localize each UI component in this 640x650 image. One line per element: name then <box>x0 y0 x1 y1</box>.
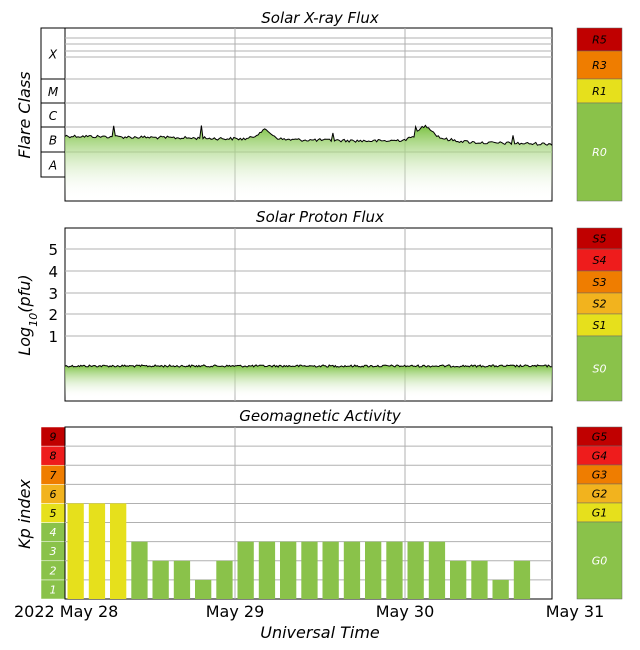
x-tick-label: 2022 May 28 <box>14 602 118 621</box>
kp-bar <box>471 560 488 599</box>
x-axis-ticks: 2022 May 28 May 29 May 30 May 31 <box>14 602 604 621</box>
scale-label-s0: S0 <box>593 363 607 376</box>
kp-bar <box>280 541 297 599</box>
kp-bar <box>195 579 212 599</box>
proton-flux-line <box>64 364 553 368</box>
scale-label-r5: R5 <box>592 34 607 47</box>
scale-label-g3: G3 <box>592 469 608 482</box>
kp-ylabel: Kp index <box>15 479 34 549</box>
proton-tick: 4 <box>48 263 58 281</box>
proton-grid <box>65 228 552 401</box>
kp-bar <box>131 541 148 599</box>
kp-bar <box>152 560 169 599</box>
kp-level-label-2: 2 <box>50 564 57 577</box>
proton-tick: 2 <box>48 306 58 324</box>
kp-level-label-5: 5 <box>50 507 57 520</box>
geomag-title: Geomagnetic Activity <box>239 407 402 425</box>
kp-bar <box>428 541 446 599</box>
kp-bar <box>216 560 233 599</box>
xray-flux-line <box>64 124 553 146</box>
kp-bar <box>258 541 276 599</box>
proton-title: Solar Proton Flux <box>256 208 384 226</box>
kp-level-label-6: 6 <box>50 488 57 501</box>
scale-label-g5: G5 <box>592 431 608 444</box>
proton-tick: 3 <box>48 285 58 303</box>
proton-tick: 1 <box>48 328 58 346</box>
scale-box-s0 <box>576 335 623 402</box>
kp-bar <box>67 503 84 599</box>
kp-y-ticks: 1 2 3 4 5 6 7 8 9 <box>40 426 66 600</box>
proton-tick: 5 <box>48 241 58 259</box>
scale-label-g2: G2 <box>592 488 608 501</box>
xray-flux-area <box>65 125 552 200</box>
g-scale: G5 G4 G3 G2 G1 G0 <box>576 426 623 600</box>
flare-label-m: M <box>48 85 59 99</box>
kp-bar <box>492 579 509 599</box>
kp-bar <box>450 560 467 599</box>
scale-label-g0: G0 <box>592 555 608 568</box>
flare-box-a <box>40 151 66 178</box>
r-scale: R5 R3 R1 R0 <box>576 27 623 202</box>
kp-bar <box>322 541 339 599</box>
kp-bar <box>237 541 254 599</box>
scale-box-g0 <box>576 521 623 600</box>
scale-label-s3: S3 <box>593 276 607 289</box>
kp-bar <box>88 503 106 599</box>
kp-bars <box>67 503 531 599</box>
proton-ylabel: Log10(pfu) <box>15 274 40 355</box>
scale-label-g4: G4 <box>592 450 608 463</box>
x-tick-label: May 29 <box>206 602 265 621</box>
scale-label-s5: S5 <box>593 233 607 246</box>
kp-level-label-9: 9 <box>50 431 57 444</box>
kp-level-label-3: 3 <box>50 545 57 558</box>
kp-bar <box>343 541 361 599</box>
xray-title: Solar X-ray Flux <box>261 9 379 27</box>
kp-level-label-7: 7 <box>50 469 57 482</box>
scale-box-r0 <box>576 102 623 202</box>
kp-bar <box>173 560 191 599</box>
scale-label-s4: S4 <box>593 254 607 267</box>
proton-flux-area <box>65 364 552 398</box>
scale-label-s2: S2 <box>593 298 607 311</box>
scale-label-g1: G1 <box>592 507 608 520</box>
kp-bar <box>513 560 531 599</box>
kp-bar <box>386 541 403 599</box>
scale-label-r3: R3 <box>592 59 607 72</box>
scale-box-r1 <box>576 78 623 104</box>
scale-label-s1: S1 <box>593 319 607 332</box>
kp-level-label-4: 4 <box>50 526 57 539</box>
flare-label-x: X <box>48 48 58 62</box>
kp-bar <box>407 541 424 599</box>
x-tick-label: May 30 <box>376 602 435 621</box>
flare-label-a: A <box>48 159 57 173</box>
scale-label-r1: R1 <box>592 85 607 98</box>
x-axis-title: Universal Time <box>260 623 380 642</box>
xray-ylabel: Flare Class <box>15 71 34 158</box>
x-tick-label: May 31 <box>546 602 605 621</box>
flare-box-x <box>40 27 66 80</box>
flare-label-b: B <box>49 134 57 148</box>
kp-bar <box>365 541 382 599</box>
kp-bar <box>110 503 127 599</box>
scale-label-r0: R0 <box>592 146 607 159</box>
kp-level-label-1: 1 <box>50 583 57 596</box>
kp-level-label-8: 8 <box>50 450 57 463</box>
flare-label-c: C <box>49 109 58 123</box>
kp-bar <box>301 541 318 599</box>
s-scale: S5 S4 S3 S2 S1 S0 <box>576 227 623 402</box>
proton-y-ticks: 5 4 3 2 1 <box>48 241 58 346</box>
